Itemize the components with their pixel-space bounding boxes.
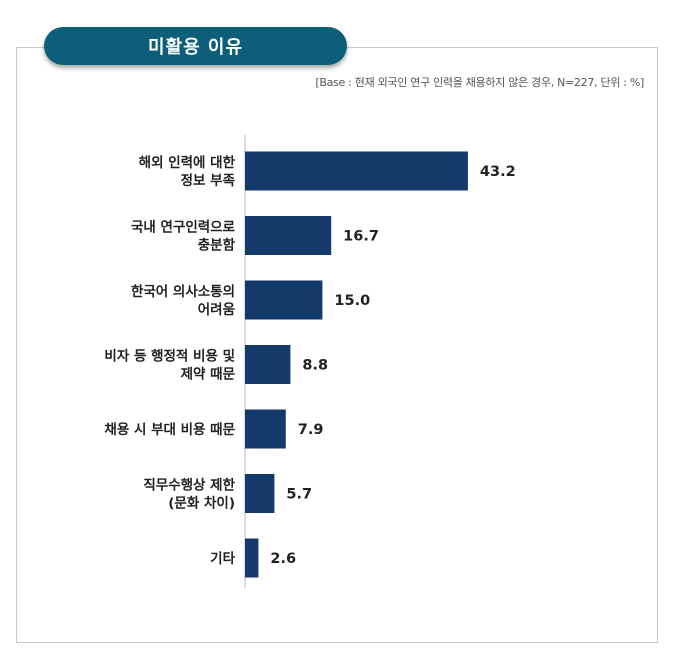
category-label-0-0: 해외 인력에 대한 (139, 154, 236, 171)
category-label-3-0: 비자 등 행정적 비용 및 (104, 348, 235, 365)
value-label-3: 8.8 (302, 358, 328, 374)
value-label-6: 2.6 (270, 551, 296, 567)
value-label-0: 43.2 (480, 164, 516, 180)
bar-0 (245, 151, 468, 191)
bar-3 (245, 345, 291, 384)
category-label-0-1: 정보 부족 (181, 172, 236, 189)
bar-4 (245, 409, 286, 449)
bar-1 (245, 216, 332, 255)
value-label-2: 15.0 (334, 293, 370, 309)
category-label-2-1: 어려움 (198, 301, 235, 318)
category-label-4-0: 채용 시 부대 비용 때문 (104, 422, 235, 438)
bar-6 (245, 538, 259, 578)
category-label-5-1: (문화 차이) (168, 495, 235, 512)
bar-2 (245, 280, 323, 320)
category-label-1-1: 충분함 (198, 237, 236, 254)
chart-subtitle: [Base : 현재 외국인 연구 인력을 채용하지 않은 경우, N=227,… (315, 76, 644, 89)
category-label-5-0: 직무수행상 제한 (143, 477, 235, 494)
chart-frame (16, 47, 658, 643)
value-label-1: 16.7 (343, 229, 379, 245)
value-label-5: 5.7 (286, 487, 312, 503)
chart-title: 미활용 이유 (44, 27, 347, 65)
category-label-6-0: 기타 (210, 551, 235, 567)
bar-5 (245, 474, 275, 513)
category-label-2-0: 한국어 의사소통의 (131, 283, 235, 300)
value-label-4: 7.9 (298, 422, 324, 438)
category-label-1-0: 국내 연구인력으로 (131, 219, 236, 236)
category-label-3-1: 제약 때문 (181, 366, 236, 383)
